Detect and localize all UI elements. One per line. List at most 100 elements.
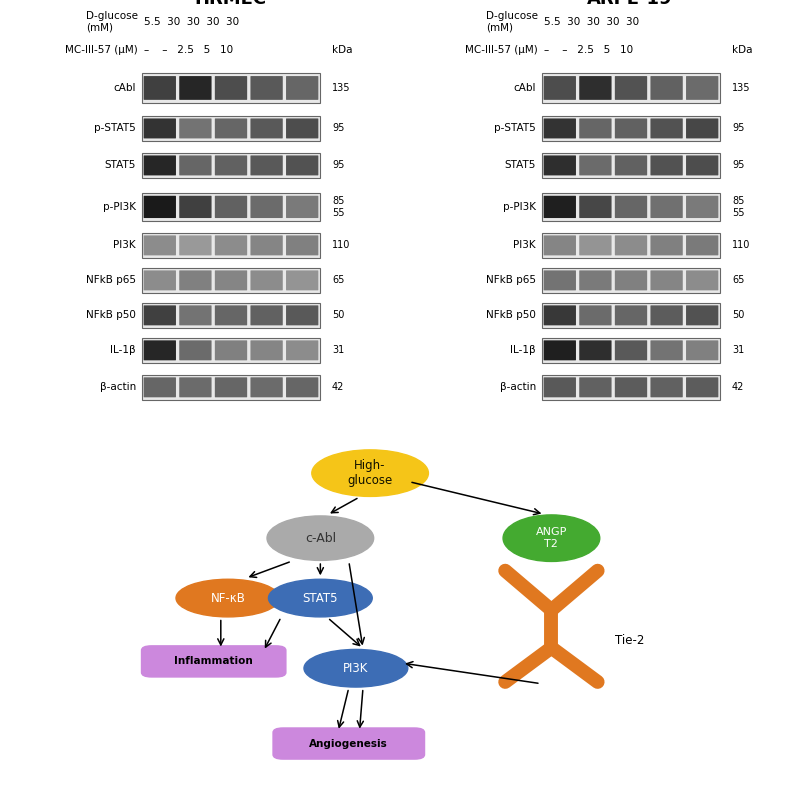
FancyBboxPatch shape <box>142 375 320 400</box>
FancyBboxPatch shape <box>179 341 212 361</box>
FancyBboxPatch shape <box>686 155 718 175</box>
FancyBboxPatch shape <box>144 271 176 291</box>
FancyBboxPatch shape <box>179 155 212 175</box>
FancyBboxPatch shape <box>144 377 176 397</box>
FancyBboxPatch shape <box>144 196 176 218</box>
FancyBboxPatch shape <box>215 196 247 218</box>
FancyBboxPatch shape <box>141 645 287 677</box>
Text: 42: 42 <box>732 382 744 392</box>
FancyBboxPatch shape <box>544 119 576 139</box>
Text: 95: 95 <box>332 123 344 134</box>
FancyBboxPatch shape <box>144 155 176 175</box>
Text: –    –   2.5   5   10: – – 2.5 5 10 <box>144 45 233 55</box>
Text: 31: 31 <box>732 345 744 355</box>
FancyBboxPatch shape <box>215 271 247 291</box>
FancyBboxPatch shape <box>615 236 647 256</box>
FancyBboxPatch shape <box>542 375 720 400</box>
FancyBboxPatch shape <box>544 271 576 291</box>
Text: MC-III-57 (μM): MC-III-57 (μM) <box>66 45 138 55</box>
FancyBboxPatch shape <box>544 76 576 100</box>
Text: D-glucose
(mM): D-glucose (mM) <box>486 11 538 33</box>
Text: NFkB p65: NFkB p65 <box>86 275 136 286</box>
Text: 110: 110 <box>732 240 750 251</box>
Text: D-glucose
(mM): D-glucose (mM) <box>86 11 138 33</box>
Text: β-actin: β-actin <box>100 382 136 392</box>
FancyBboxPatch shape <box>215 76 247 100</box>
Text: p-PI3K: p-PI3K <box>503 202 536 212</box>
Text: ANGP
T2: ANGP T2 <box>536 528 567 549</box>
FancyBboxPatch shape <box>215 236 247 256</box>
FancyBboxPatch shape <box>179 306 212 326</box>
FancyBboxPatch shape <box>579 377 611 397</box>
Ellipse shape <box>503 515 600 561</box>
Text: 135: 135 <box>732 83 750 93</box>
FancyBboxPatch shape <box>286 119 318 139</box>
Text: NFkB p50: NFkB p50 <box>486 310 536 320</box>
FancyBboxPatch shape <box>142 233 320 258</box>
FancyBboxPatch shape <box>215 341 247 361</box>
Ellipse shape <box>312 450 428 497</box>
FancyBboxPatch shape <box>142 153 320 178</box>
Text: STAT5: STAT5 <box>104 161 136 170</box>
FancyBboxPatch shape <box>544 377 576 397</box>
FancyBboxPatch shape <box>250 196 283 218</box>
Text: 50: 50 <box>732 310 744 320</box>
Text: p-STAT5: p-STAT5 <box>94 123 136 134</box>
Ellipse shape <box>176 579 280 617</box>
FancyBboxPatch shape <box>579 76 611 100</box>
Text: PI3K: PI3K <box>114 240 136 251</box>
FancyBboxPatch shape <box>615 196 647 218</box>
FancyBboxPatch shape <box>650 155 683 175</box>
FancyBboxPatch shape <box>544 155 576 175</box>
FancyBboxPatch shape <box>179 236 212 256</box>
Text: STAT5: STAT5 <box>303 591 338 605</box>
FancyBboxPatch shape <box>615 119 647 139</box>
Text: cAbl: cAbl <box>114 83 136 93</box>
FancyBboxPatch shape <box>686 377 718 397</box>
Text: 5.5  30  30  30  30: 5.5 30 30 30 30 <box>144 17 239 27</box>
FancyBboxPatch shape <box>142 338 320 363</box>
FancyBboxPatch shape <box>215 155 247 175</box>
Text: 65: 65 <box>732 275 744 286</box>
Text: IL-1β: IL-1β <box>111 345 136 355</box>
FancyBboxPatch shape <box>250 271 283 291</box>
FancyBboxPatch shape <box>215 377 247 397</box>
Text: 65: 65 <box>332 275 344 286</box>
FancyBboxPatch shape <box>250 236 283 256</box>
FancyBboxPatch shape <box>686 196 718 218</box>
FancyBboxPatch shape <box>142 193 320 221</box>
FancyBboxPatch shape <box>579 306 611 326</box>
FancyBboxPatch shape <box>650 271 683 291</box>
Text: NFkB p65: NFkB p65 <box>486 275 536 286</box>
FancyBboxPatch shape <box>144 306 176 326</box>
FancyBboxPatch shape <box>542 338 720 363</box>
Text: NF-κB: NF-κB <box>210 591 246 605</box>
Text: Angiogenesis: Angiogenesis <box>310 739 388 748</box>
FancyBboxPatch shape <box>579 271 611 291</box>
FancyBboxPatch shape <box>579 196 611 218</box>
Text: 42: 42 <box>332 382 344 392</box>
FancyBboxPatch shape <box>544 236 576 256</box>
FancyBboxPatch shape <box>615 306 647 326</box>
FancyBboxPatch shape <box>250 377 283 397</box>
Text: 95: 95 <box>732 123 744 134</box>
Text: 50: 50 <box>332 310 344 320</box>
FancyBboxPatch shape <box>273 728 425 760</box>
FancyBboxPatch shape <box>542 302 720 328</box>
Text: β-actin: β-actin <box>500 382 536 392</box>
FancyBboxPatch shape <box>250 341 283 361</box>
Text: 95: 95 <box>732 161 744 170</box>
Text: PI3K: PI3K <box>343 661 369 675</box>
FancyBboxPatch shape <box>615 155 647 175</box>
FancyBboxPatch shape <box>579 155 611 175</box>
FancyBboxPatch shape <box>286 155 318 175</box>
FancyBboxPatch shape <box>544 341 576 361</box>
Text: kDa: kDa <box>332 45 352 55</box>
Ellipse shape <box>267 516 374 560</box>
FancyBboxPatch shape <box>650 377 683 397</box>
FancyBboxPatch shape <box>144 76 176 100</box>
FancyBboxPatch shape <box>542 153 720 178</box>
Text: p-STAT5: p-STAT5 <box>495 123 536 134</box>
Text: kDa: kDa <box>732 45 753 55</box>
Text: High-
glucose: High- glucose <box>348 459 393 487</box>
